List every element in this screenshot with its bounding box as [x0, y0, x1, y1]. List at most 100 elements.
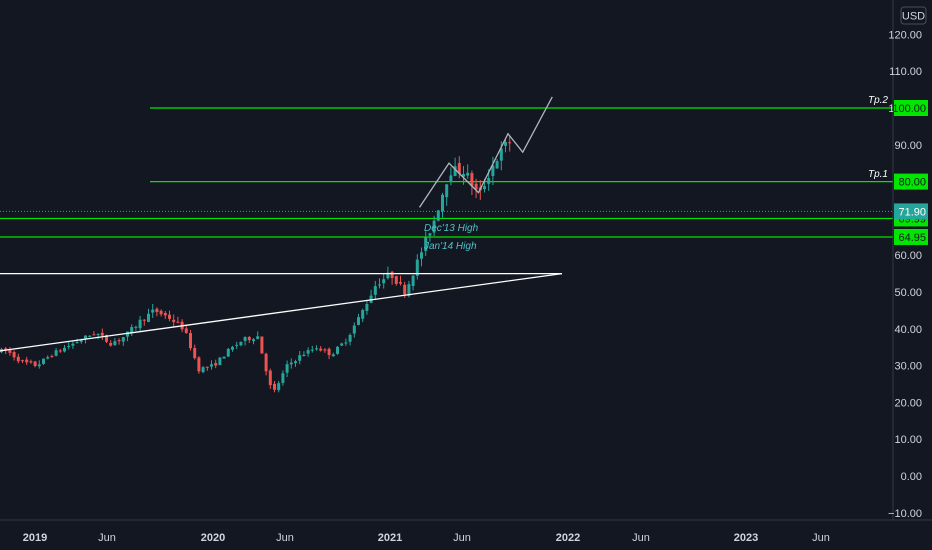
candle-down [21, 360, 24, 362]
candle-up [336, 346, 339, 354]
candle-up [407, 284, 411, 296]
candle-up [222, 356, 226, 359]
candle-up [285, 364, 289, 373]
candle-down [92, 334, 96, 336]
candle-up [201, 367, 205, 373]
candle-up [84, 335, 87, 340]
candle-up [130, 327, 134, 333]
level-price-label: 80.00 [898, 177, 926, 189]
candle-down [155, 308, 159, 313]
candle-up [462, 174, 465, 177]
candle-up [63, 347, 66, 352]
candle-up [348, 334, 352, 342]
candle-up [256, 336, 260, 340]
candle-down [264, 353, 268, 372]
y-tick-label: 110.00 [889, 66, 922, 78]
candle-down [58, 350, 62, 352]
candle-up [504, 141, 507, 146]
level-price-tag [894, 228, 928, 245]
candle-down [16, 356, 20, 362]
y-tick-label: −10.00 [888, 508, 922, 520]
y-tick-label: 60.00 [894, 250, 922, 262]
candle-up [415, 259, 419, 276]
candle-up [382, 279, 386, 284]
currency-button[interactable] [900, 6, 927, 25]
candle-down [394, 276, 398, 284]
candle-down [197, 357, 201, 372]
candle-up [378, 284, 381, 286]
candle-up [310, 349, 314, 351]
y-tick-label: 0.00 [901, 471, 922, 483]
candle-down [176, 321, 180, 323]
candle-up [361, 310, 365, 319]
candle-up [134, 326, 138, 328]
y-tick-label: 20.00 [894, 397, 922, 409]
candle-down [403, 284, 407, 295]
candle-up [277, 383, 281, 391]
candle-up [487, 178, 491, 184]
candle-down [109, 342, 113, 346]
annotation-jan14-high: Jan'14 High [423, 241, 477, 252]
candle-up [428, 233, 432, 236]
y-tick-label: 40.00 [894, 324, 922, 336]
y-tick-label: 90.00 [894, 140, 922, 152]
candle-up [331, 354, 335, 357]
candle-up [369, 295, 373, 303]
current-price-label: 71.90 [898, 206, 926, 218]
trendline[interactable] [0, 272, 563, 352]
candle-up [96, 333, 100, 335]
candle-up [75, 342, 79, 344]
tp2-label: Tp.2 [868, 95, 888, 106]
candle-up [466, 172, 470, 176]
candle-down [508, 142, 512, 144]
candle-down [33, 361, 37, 366]
x-tick-label: Jun [812, 532, 830, 544]
candle-up [54, 350, 58, 356]
candle-down [323, 349, 327, 351]
x-tick-label: 2019 [23, 532, 47, 544]
candle-up [113, 341, 117, 345]
candle-up [302, 354, 306, 357]
candle-up [432, 220, 436, 233]
candle-down [205, 366, 209, 368]
candle-down [457, 163, 461, 174]
candle-down [159, 310, 163, 315]
candle-up [424, 237, 428, 252]
x-tick-label: Jun [98, 532, 116, 544]
candle-up [294, 361, 297, 364]
level-price-label: 100.00 [892, 103, 926, 115]
candle-down [184, 328, 188, 333]
candle-up [235, 344, 239, 346]
candle-up [37, 364, 41, 367]
candle-up [411, 275, 415, 286]
candle-up [386, 272, 390, 279]
candle-up [445, 184, 449, 198]
candle-up [79, 340, 83, 342]
current-price-tag [894, 203, 928, 220]
candle-up [483, 186, 486, 190]
zigzag-path[interactable] [418, 96, 553, 208]
candle-down [193, 347, 197, 359]
candle-up [315, 348, 318, 350]
candle-down [168, 314, 171, 319]
candle-up [121, 337, 125, 342]
candle-up [441, 194, 444, 212]
candle-down [50, 356, 54, 358]
x-tick-label: Jun [453, 532, 471, 544]
candle-down [273, 383, 276, 390]
candle-up [231, 346, 234, 350]
candle-down [390, 271, 394, 279]
candle-down [189, 333, 192, 349]
candle-up [88, 335, 92, 337]
candle-up [449, 175, 453, 182]
candle-up [252, 339, 255, 342]
x-tick-label: 2021 [378, 532, 402, 544]
annotation-dec13-high: Dec'13 High [424, 223, 479, 234]
candle-up [243, 337, 247, 341]
candle-up [491, 165, 495, 177]
y-tick-label: 30.00 [894, 361, 922, 373]
candle-up [499, 148, 503, 161]
candle-down [474, 183, 478, 190]
